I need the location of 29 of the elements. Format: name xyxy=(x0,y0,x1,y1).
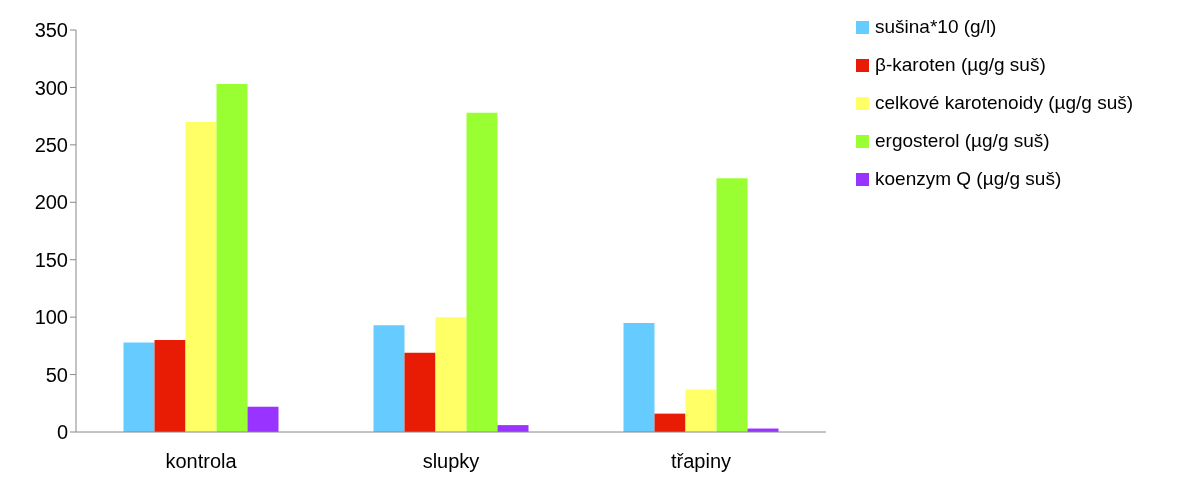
bar xyxy=(404,352,436,432)
bar xyxy=(373,325,405,432)
legend-label: celkové karotenoidy (µg/g suš) xyxy=(875,92,1134,114)
y-tick-label: 150 xyxy=(34,248,68,271)
bar xyxy=(185,121,217,432)
x-tick-label: kontrola xyxy=(165,450,238,473)
bar xyxy=(154,340,186,432)
bar xyxy=(216,83,248,432)
legend-label: β-karoten (µg/g suš) xyxy=(875,54,1046,76)
legend-label: ergosterol (µg/g suš) xyxy=(875,130,1050,152)
y-tick-label: 350 xyxy=(34,19,68,42)
y-tick-label: 50 xyxy=(45,363,68,386)
legend-label: sušina*10 (g/l) xyxy=(875,16,997,38)
bar xyxy=(654,413,686,432)
bar xyxy=(716,178,748,432)
y-tick-label: 100 xyxy=(34,306,68,329)
bar xyxy=(466,112,498,432)
y-tick-label: 250 xyxy=(34,133,68,156)
y-tick-label: 0 xyxy=(56,421,68,444)
bar xyxy=(623,322,655,432)
bar xyxy=(685,389,717,432)
y-tick-label: 300 xyxy=(34,76,68,99)
y-tick-label: 200 xyxy=(34,191,68,214)
bar xyxy=(247,406,279,432)
x-tick-label: třapiny xyxy=(670,450,732,473)
legend-label: koenzym Q (µg/g suš) xyxy=(875,168,1062,190)
x-tick-label: slupky xyxy=(422,450,480,473)
bar xyxy=(123,342,155,432)
bar xyxy=(435,317,467,432)
